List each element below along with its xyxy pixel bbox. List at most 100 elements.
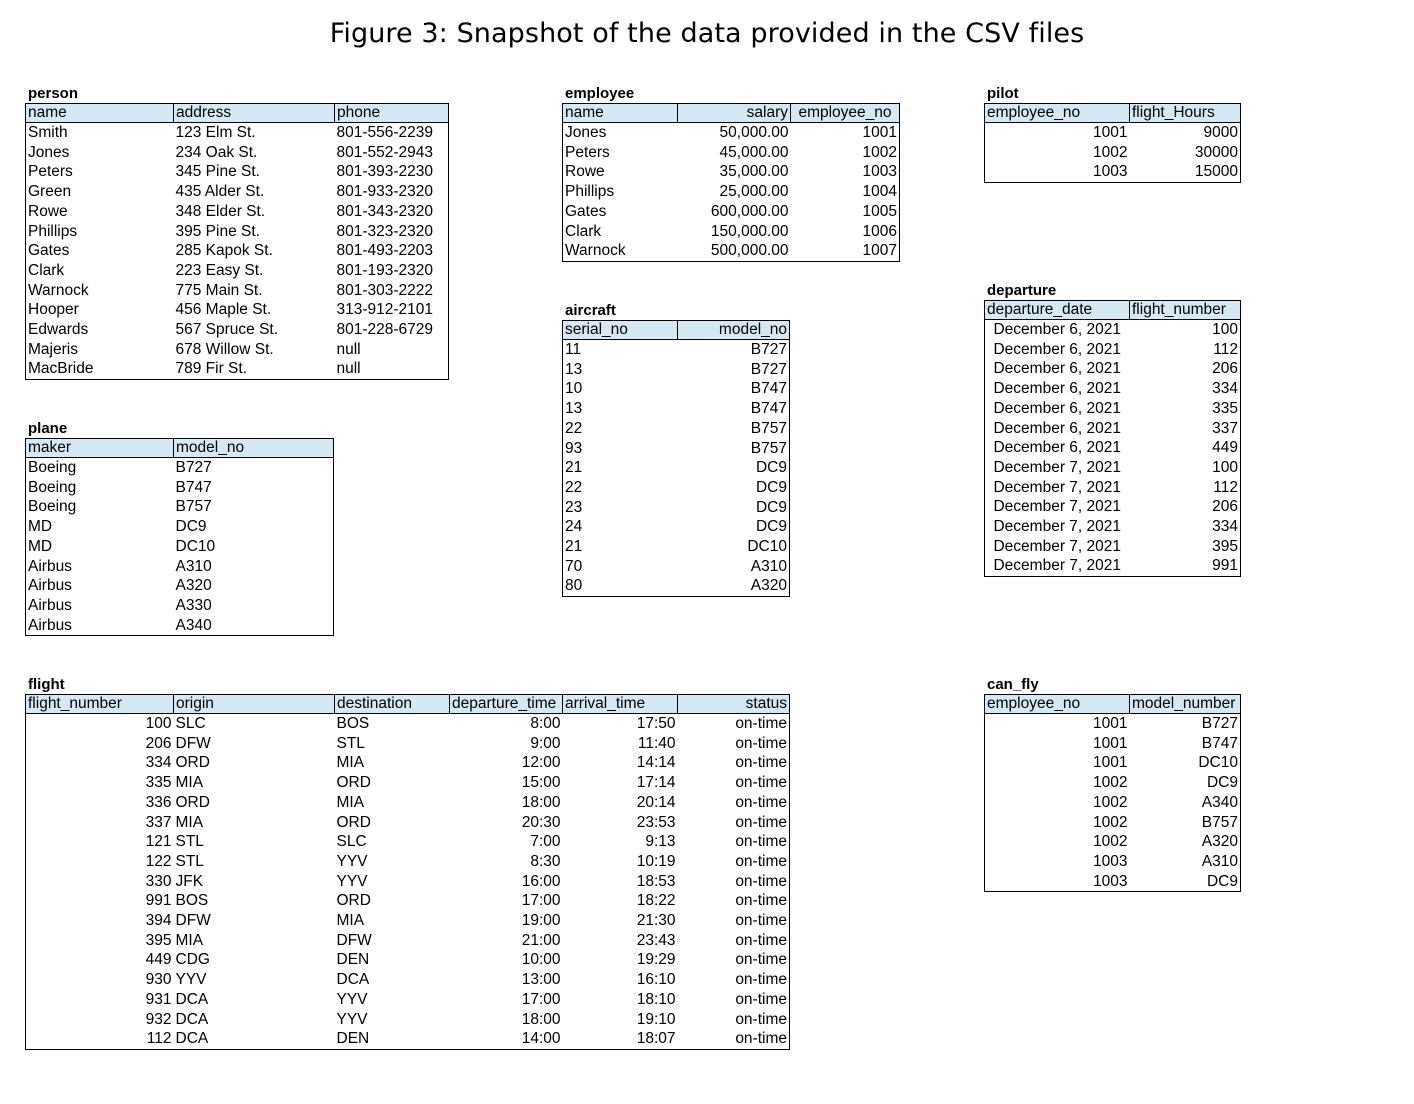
table-cell: 16:10: [636, 971, 676, 989]
table-cell: DC9: [1206, 872, 1238, 890]
table-cell: 9:00: [530, 734, 561, 752]
table-row: December 7, 2021 206: [985, 497, 1241, 517]
table-cell: 19:29: [636, 951, 676, 969]
table-cell: 30000: [1194, 143, 1238, 161]
table-cell: 22: [565, 419, 583, 437]
table-cell: B747: [1201, 734, 1238, 752]
table-cell: Hooper: [28, 301, 79, 319]
table-cell: 678 Willow St.: [175, 340, 274, 358]
table-cell: 45,000.00: [719, 143, 789, 161]
table-cell: ORD: [175, 793, 210, 811]
table-cell: 206: [145, 734, 172, 752]
table-cell: 334: [1212, 518, 1238, 536]
table-row: December 7, 2021 395: [985, 537, 1241, 557]
table-cell: MIA: [175, 813, 204, 831]
column-header: origin: [173, 694, 335, 714]
table-row: 13 B727: [563, 360, 790, 380]
table-cell: MD: [28, 537, 53, 555]
table-row: Warnock 775 Main St. 801-303-2222: [26, 281, 449, 301]
table-cell: A310: [750, 557, 787, 575]
table-cell: 234 Oak St.: [175, 143, 258, 161]
table-row: December 6, 2021 206: [985, 359, 1241, 379]
table-cell: ORD: [336, 774, 371, 792]
table-cell: 1001: [1093, 715, 1128, 732]
table-cell: December 7, 2021: [993, 478, 1122, 496]
table-cell: 112: [1213, 340, 1238, 358]
table-row: Green 435 Alder St. 801-933-2320: [26, 182, 449, 202]
table-row: 21 DC9: [563, 458, 790, 478]
table-cell: 991: [1212, 557, 1238, 575]
table-cell: MIA: [175, 931, 204, 949]
table-row: 24 DC9: [563, 517, 790, 537]
table-cell: 18:22: [636, 892, 676, 910]
table-cell: 500,000.00: [710, 242, 789, 260]
column-header: flight_number: [1129, 300, 1241, 320]
table-cell: 930: [145, 971, 172, 989]
table-cell: 17:00: [521, 892, 561, 910]
table-name: flight: [28, 676, 65, 693]
table-cell: B727: [1201, 715, 1238, 732]
table-cell: 18:00: [521, 1010, 561, 1028]
table-cell: Gates: [28, 242, 70, 260]
column-header: model_number: [1129, 694, 1241, 714]
table-cell: on-time: [735, 990, 787, 1008]
table-row: 10 B747: [563, 379, 790, 399]
table-cell: YYV: [175, 971, 207, 989]
table-cell: 932: [145, 1010, 172, 1028]
table-cell: Rowe: [28, 202, 68, 220]
table-cell: Clark: [565, 222, 602, 240]
employee-table: employee name salary employee_no Jones 50,000…: [562, 86, 900, 262]
table-cell: STL: [336, 734, 365, 752]
table-cell: 335: [145, 774, 172, 792]
table-cell: 931: [145, 990, 172, 1008]
table-cell: STL: [175, 852, 204, 870]
column-header: name: [562, 103, 678, 123]
table-cell: ORD: [336, 892, 371, 910]
table-cell: on-time: [735, 872, 787, 890]
table-cell: DCA: [336, 971, 370, 989]
column-header: maker: [25, 438, 174, 458]
table-cell: 991: [145, 892, 172, 910]
table-cell: 449: [1212, 439, 1238, 457]
table-cell: A330: [175, 596, 212, 614]
table-cell: YYV: [336, 852, 368, 870]
column-header: address: [173, 103, 335, 123]
table-row: 11 B727: [563, 340, 790, 360]
table-cell: 23: [565, 498, 583, 516]
table-cell: A310: [1201, 852, 1238, 870]
table-cell: 801-193-2320: [336, 261, 434, 279]
table-cell: 334: [1212, 380, 1238, 398]
table-cell: DCA: [175, 1030, 209, 1048]
table-cell: B727: [750, 360, 787, 378]
table-cell: 21:30: [636, 912, 676, 930]
table-cell: on-time: [735, 774, 787, 792]
header-row: employee_no flight_Hours: [984, 103, 1241, 123]
table-cell: 18:10: [636, 990, 676, 1008]
table-cell: 12:00: [521, 754, 561, 772]
table-cell: Airbus: [28, 557, 72, 575]
data-grid: employee_no flight_Hours 1001 9000 1002 30000…: [984, 103, 1241, 184]
table-cell: Airbus: [28, 616, 72, 634]
table-cell: 121: [145, 833, 172, 851]
table-cell: December 6, 2021: [993, 439, 1122, 457]
table-row: 1001 DC10: [985, 753, 1241, 773]
table-row: 1001 9000: [985, 123, 1241, 143]
table-cell: 285 Kapok St.: [175, 242, 273, 260]
table-cell: B747: [750, 380, 787, 398]
table-cell: BOS: [336, 715, 370, 732]
table-cell: Warnock: [28, 281, 89, 299]
table-row: Phillips 25,000.00 1004: [563, 182, 900, 202]
table-cell: 8:30: [530, 852, 561, 870]
table-cell: 9:13: [645, 833, 676, 851]
table-cell: 801-552-2943: [336, 143, 434, 161]
table-row: 1002 A340: [985, 793, 1241, 813]
header-row: serial_no model_no: [562, 320, 790, 340]
table-row: Boeing B727: [26, 458, 334, 478]
table-row: 335 MIA ORD 15:00 17:14 on-time: [26, 773, 790, 793]
table-cell: December 7, 2021: [993, 537, 1122, 555]
table-cell: 1002: [1093, 143, 1128, 161]
table-cell: 21: [565, 459, 583, 477]
table-row: MD DC10: [26, 537, 334, 557]
table-cell: on-time: [735, 833, 787, 851]
column-header: serial_no: [562, 320, 678, 340]
